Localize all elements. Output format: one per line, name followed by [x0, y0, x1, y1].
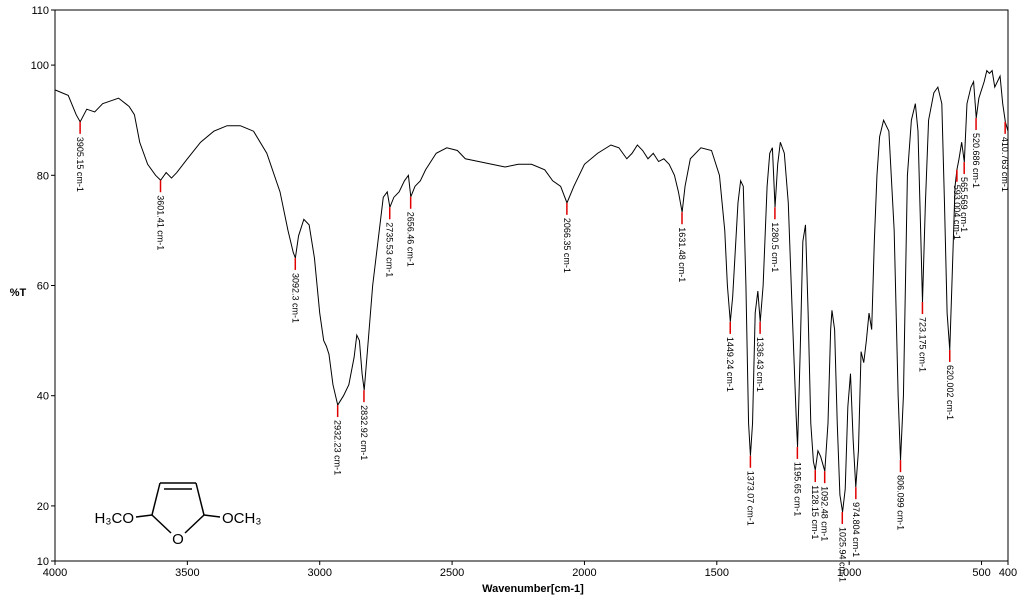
structure — [135, 482, 221, 534]
peak-label: 2066.35 cm-1 — [562, 218, 572, 273]
bond — [151, 514, 172, 534]
peak-label: 1128.15 cm-1 — [810, 485, 820, 539]
x-tick-label: 3000 — [307, 567, 331, 579]
bond — [184, 514, 205, 534]
peak-label: 1280.5 cm-1 — [770, 222, 780, 272]
ring-atom: O — [172, 531, 184, 548]
peak-label: 2735.53 cm-1 — [385, 222, 395, 277]
substituent: H₃CO — [95, 510, 134, 527]
peak-label: 620.002 cm-1 — [945, 365, 955, 420]
plot-frame — [54, 9, 1009, 562]
peak-label: 1195.65 cm-1 — [792, 462, 802, 516]
y-tick-label: 20 — [37, 501, 49, 513]
bond — [135, 514, 153, 518]
peak-label: 520.686 cm-1 — [971, 133, 981, 188]
y-tick-label: 60 — [37, 281, 49, 293]
spectrum-line — [54, 69, 1009, 513]
peak-label: 3905.15 cm-1 — [75, 137, 85, 192]
x-tick-label: 400 — [999, 567, 1017, 579]
y-axis-label: %T — [10, 287, 27, 299]
x-tick-label: 2500 — [440, 567, 464, 579]
x-tick-label: 500 — [972, 567, 990, 579]
peak-label: 565.569 cm-1 — [959, 177, 969, 232]
x-tick-label: 1500 — [705, 567, 729, 579]
peak-label: 410.763 cm-1 — [1000, 137, 1010, 192]
peak-label: 1336.43 cm-1 — [755, 337, 765, 392]
y-tick-label: 110 — [31, 5, 49, 17]
y-tick-label: 80 — [37, 170, 49, 182]
bond — [203, 514, 221, 518]
peak-label: 1092.48 cm-1 — [820, 486, 830, 541]
peak-label: 806.099 cm-1 — [895, 475, 905, 530]
peak-label: 593.004 cm-1 — [952, 185, 962, 240]
peak-label: 974.804 cm-1 — [851, 502, 861, 557]
peak-label: 723.175 cm-1 — [917, 317, 927, 372]
peak-label: 2832.92 cm-1 — [359, 405, 369, 460]
y-tick-label: 40 — [37, 391, 49, 403]
peak-label: 3092.3 cm-1 — [290, 273, 300, 323]
y-tick-label: 10 — [37, 556, 49, 568]
bond — [151, 482, 161, 516]
peak-label: 1449.24 cm-1 — [725, 337, 735, 392]
peak-label: 2656.46 cm-1 — [406, 212, 416, 267]
peak-label: 1025.94 cm-1 — [837, 527, 847, 582]
substituent: OCH₃ — [222, 510, 261, 527]
x-axis-label: Wavenumber[cm-1] — [482, 583, 584, 595]
x-tick-label: 3500 — [175, 567, 199, 579]
x-tick-label: 1000 — [837, 567, 861, 579]
peak-label: 2932.23 cm-1 — [333, 420, 343, 475]
x-tick-label: 4000 — [43, 567, 67, 579]
peak-label: 3601.41 cm-1 — [156, 195, 166, 250]
bond — [195, 482, 205, 516]
peak-label: 1631.48 cm-1 — [677, 227, 687, 282]
y-tick-label: 100 — [31, 60, 49, 72]
x-tick-label: 2000 — [572, 567, 596, 579]
peak-label: 1373.07 cm-1 — [745, 471, 755, 526]
